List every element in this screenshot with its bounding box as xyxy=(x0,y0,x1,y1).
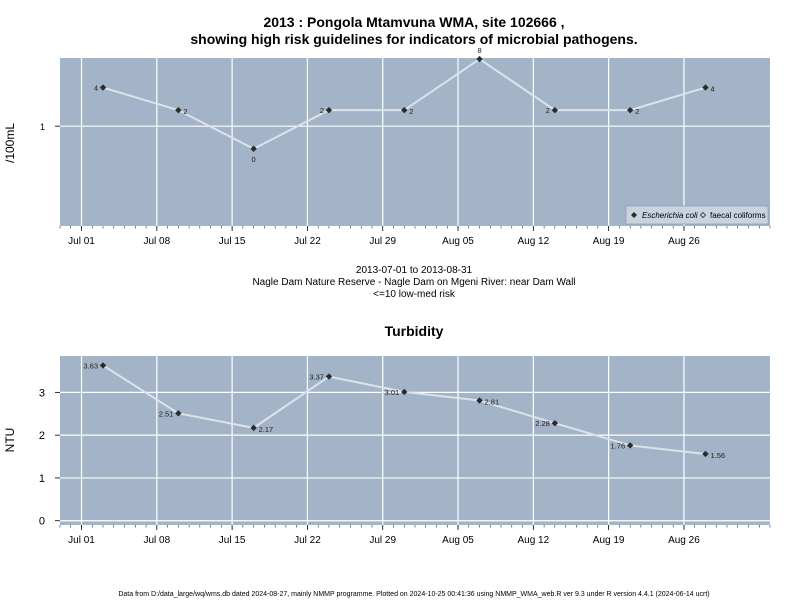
risk-caption: <=10 low-med risk xyxy=(373,289,456,300)
main-title-line2: showing high risk guidelines for indicat… xyxy=(190,31,637,47)
x-tick-label: Aug 26 xyxy=(668,535,700,546)
data-point xyxy=(476,55,483,63)
x-tick-label: Aug 12 xyxy=(517,236,549,247)
data-point xyxy=(175,410,182,417)
data-point xyxy=(325,106,333,114)
data-label: 2.81 xyxy=(485,397,500,406)
x-tick-label: Jul 01 xyxy=(68,236,95,247)
data-point xyxy=(476,397,483,404)
site-caption: Nagle Dam Nature Reserve - Nagle Dam on … xyxy=(252,277,575,288)
y-tick-label: 1 xyxy=(39,473,45,485)
ecoli-x-axis: Jul 01 Jul 08 Jul 15 Jul 22 Jul 29 Aug 05 Aug … xyxy=(59,226,771,247)
x-tick-label: Aug 05 xyxy=(442,236,474,247)
data-point xyxy=(551,106,559,114)
data-point xyxy=(626,442,634,449)
x-tick-label: Jul 08 xyxy=(143,535,170,546)
data-label: 4 xyxy=(94,84,98,93)
data-label: 0 xyxy=(252,155,256,164)
data-point xyxy=(702,450,709,458)
ecoli-y-axis: 1 xyxy=(40,122,60,132)
data-point xyxy=(250,424,257,432)
x-tick-label: Jul 29 xyxy=(369,535,396,546)
legend: Escherichia coli faecal coliforms xyxy=(625,205,769,225)
y-tick-label: 0 xyxy=(39,516,45,528)
ecoli-panel-background xyxy=(60,58,770,226)
data-label: 3.37 xyxy=(309,373,324,382)
data-point xyxy=(551,419,559,427)
turbidity-points xyxy=(99,362,709,458)
legend-ecoli-label: Escherichia coli xyxy=(642,211,698,220)
data-label: 8 xyxy=(477,46,481,55)
data-label: 3.01 xyxy=(385,388,400,397)
legend-faecal-marker xyxy=(699,211,707,219)
ecoli-y-axis-title: /100mL xyxy=(3,123,17,163)
x-tick-label: Jul 15 xyxy=(219,236,246,247)
x-tick-label: Jul 08 xyxy=(143,236,170,247)
data-label: 2.28 xyxy=(535,419,550,428)
x-tick-label: Jul 22 xyxy=(294,236,321,247)
data-point xyxy=(99,84,107,91)
x-tick-label: Aug 26 xyxy=(668,236,700,247)
legend-faecal-label: faecal coliforms xyxy=(710,211,766,220)
date-range-caption: 2013-07-01 to 2013-08-31 xyxy=(356,265,473,276)
x-tick-label: Aug 12 xyxy=(517,535,549,546)
main-title-line1: 2013 : Pongola Mtamvuna WMA, site 102666… xyxy=(263,14,564,30)
data-point xyxy=(626,106,634,114)
data-point xyxy=(702,84,709,91)
data-label: 2 xyxy=(183,107,187,116)
data-label: 1.56 xyxy=(710,451,725,460)
ecoli-grid xyxy=(60,58,770,226)
y-tick-label: 2 xyxy=(39,430,45,442)
ecoli-points xyxy=(99,55,709,152)
data-label: 2 xyxy=(320,106,324,115)
turbidity-panel-background xyxy=(60,356,770,525)
turbidity-y-axis: 0 1 2 3 xyxy=(39,387,60,528)
legend-box xyxy=(625,205,769,225)
x-tick-label: Jul 29 xyxy=(369,236,396,247)
data-label: 2 xyxy=(546,106,550,115)
data-point xyxy=(250,145,257,152)
x-tick-label: Aug 19 xyxy=(593,236,625,247)
ecoli-data-labels: 4 2 0 2 2 8 2 2 4 xyxy=(94,46,715,164)
data-label: 1.76 xyxy=(611,441,626,450)
data-label: 2 xyxy=(409,107,413,116)
data-label: 2 xyxy=(635,107,639,116)
data-point xyxy=(99,362,107,369)
x-tick-label: Jul 22 xyxy=(294,535,321,546)
data-point xyxy=(401,388,408,396)
turbidity-title: Turbidity xyxy=(385,323,444,339)
x-tick-label: Aug 05 xyxy=(442,535,474,546)
x-tick-label: Jul 15 xyxy=(219,535,246,546)
turbidity-data-labels: 3.63 2.51 2.17 3.37 3.01 2.81 2.28 1.76 1.56 xyxy=(83,361,725,460)
x-tick-label: Aug 19 xyxy=(593,535,625,546)
y-tick-label: 1 xyxy=(40,122,45,132)
footer-note: Data from D:/data_large/wq/wms.db dated … xyxy=(118,591,709,598)
turbidity-panel: 3.63 2.51 2.17 3.37 3.01 2.81 2.28 1.76 1.56 0 1 2… xyxy=(3,356,771,546)
data-label: 2.51 xyxy=(159,409,174,418)
ecoli-panel: 4 2 0 2 2 8 2 2 4 Escherichia coli faecal colifo… xyxy=(3,46,771,247)
data-point xyxy=(325,373,333,380)
data-label: 4 xyxy=(710,85,714,94)
legend-ecoli-marker xyxy=(631,212,637,218)
turbidity-x-axis: Jul 01 Jul 08 Jul 15 Jul 22 Jul 29 Aug 05 Aug … xyxy=(59,525,771,546)
data-point xyxy=(175,106,182,114)
y-tick-label: 3 xyxy=(39,387,45,399)
data-label: 3.63 xyxy=(83,361,98,370)
x-tick-label: Jul 01 xyxy=(68,535,95,546)
turbidity-y-axis-title: NTU xyxy=(3,428,17,453)
data-label: 2.17 xyxy=(259,425,274,434)
data-point xyxy=(401,106,408,114)
